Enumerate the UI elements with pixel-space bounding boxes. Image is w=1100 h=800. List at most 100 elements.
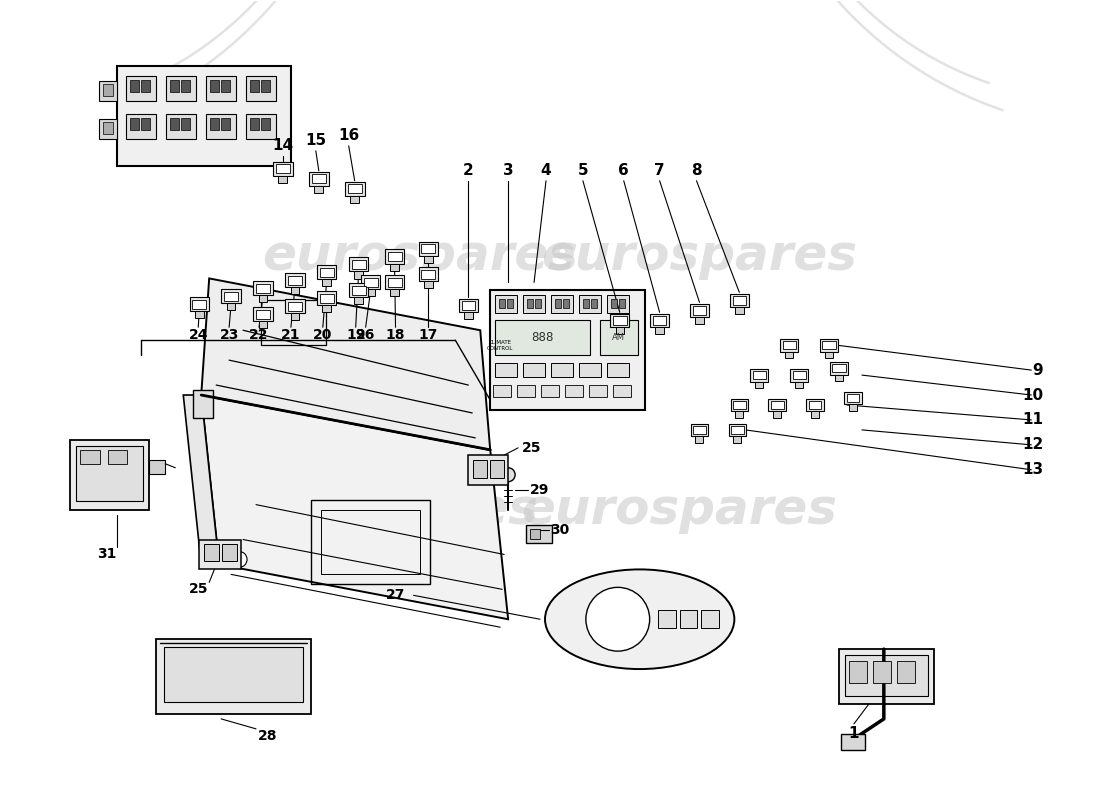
Bar	[464, 312, 473, 319]
Bar	[261, 300, 326, 345]
Text: 14: 14	[273, 138, 294, 154]
Bar	[419, 267, 438, 282]
Bar	[551, 295, 573, 314]
Text: 25: 25	[188, 582, 208, 596]
Bar	[150, 460, 165, 474]
Bar	[317, 266, 337, 279]
Text: 8: 8	[691, 163, 702, 178]
Bar	[421, 244, 436, 253]
Bar	[806, 398, 824, 411]
Bar	[256, 284, 270, 293]
Bar	[364, 278, 377, 286]
Bar	[579, 295, 601, 314]
Bar	[473, 460, 487, 478]
Polygon shape	[201, 278, 491, 450]
Bar	[250, 80, 258, 92]
Bar	[527, 299, 534, 308]
Bar	[320, 294, 333, 302]
Bar	[613, 316, 627, 325]
Text: 26: 26	[356, 328, 375, 342]
Bar	[102, 84, 112, 96]
Bar	[166, 114, 196, 139]
Text: 30: 30	[550, 522, 570, 537]
Circle shape	[231, 551, 248, 567]
Bar	[613, 385, 630, 397]
Bar	[462, 301, 475, 310]
Bar	[690, 303, 708, 317]
Bar	[317, 291, 337, 306]
Bar	[285, 299, 305, 314]
Text: 2: 2	[463, 163, 474, 178]
Bar	[387, 278, 402, 286]
Text: 18: 18	[386, 328, 405, 342]
Bar	[563, 299, 569, 308]
Text: 4: 4	[541, 163, 551, 178]
Text: 11: 11	[1022, 413, 1043, 427]
Bar	[250, 118, 258, 130]
Bar	[785, 352, 793, 358]
Bar	[222, 545, 238, 562]
Bar	[131, 118, 140, 130]
Bar	[750, 369, 768, 382]
Bar	[732, 426, 744, 434]
Bar	[735, 307, 744, 314]
Bar	[352, 286, 365, 294]
Text: 6: 6	[618, 163, 629, 178]
Bar	[261, 118, 270, 130]
Bar	[896, 661, 915, 683]
Bar	[79, 450, 100, 464]
Bar	[192, 300, 206, 309]
Bar	[842, 734, 865, 750]
Bar	[495, 363, 517, 377]
Text: AM: AM	[613, 333, 625, 342]
Bar	[227, 303, 235, 310]
Bar	[695, 436, 704, 442]
Bar	[873, 661, 891, 683]
Bar	[495, 320, 590, 355]
Bar	[658, 610, 675, 628]
Polygon shape	[184, 395, 219, 565]
Bar	[354, 298, 363, 305]
Text: 5: 5	[578, 163, 588, 178]
Text: 21: 21	[282, 328, 300, 342]
Bar	[258, 295, 267, 302]
Text: eurospares: eurospares	[263, 231, 579, 279]
Text: eurospares: eurospares	[222, 486, 539, 534]
Bar	[844, 392, 861, 404]
Bar	[600, 320, 638, 355]
Bar	[195, 311, 204, 318]
Bar	[385, 250, 404, 263]
Bar	[607, 363, 629, 377]
Bar	[349, 258, 368, 271]
Bar	[695, 317, 704, 324]
Bar	[99, 81, 117, 101]
Bar	[652, 316, 667, 325]
Bar	[352, 260, 365, 269]
Bar	[253, 282, 273, 295]
Bar	[736, 411, 744, 418]
Bar	[142, 80, 151, 92]
Bar	[166, 76, 196, 101]
Bar	[142, 118, 151, 130]
Bar	[680, 610, 697, 628]
Bar	[702, 610, 719, 628]
Bar	[693, 426, 706, 434]
Bar	[290, 287, 299, 294]
Bar	[535, 299, 541, 308]
Bar	[693, 306, 706, 314]
Bar	[421, 270, 436, 279]
Bar	[246, 76, 276, 101]
Bar	[170, 80, 179, 92]
Bar	[517, 385, 535, 397]
Bar	[354, 271, 363, 278]
Bar	[164, 647, 302, 702]
Text: 16: 16	[338, 129, 360, 143]
Text: 20: 20	[314, 328, 332, 342]
Text: 25: 25	[522, 441, 542, 455]
Bar	[591, 299, 597, 308]
Bar	[551, 363, 573, 377]
Bar	[182, 118, 190, 130]
Text: eurospares: eurospares	[521, 486, 837, 534]
Bar	[845, 655, 927, 696]
Text: 9: 9	[1033, 362, 1043, 378]
